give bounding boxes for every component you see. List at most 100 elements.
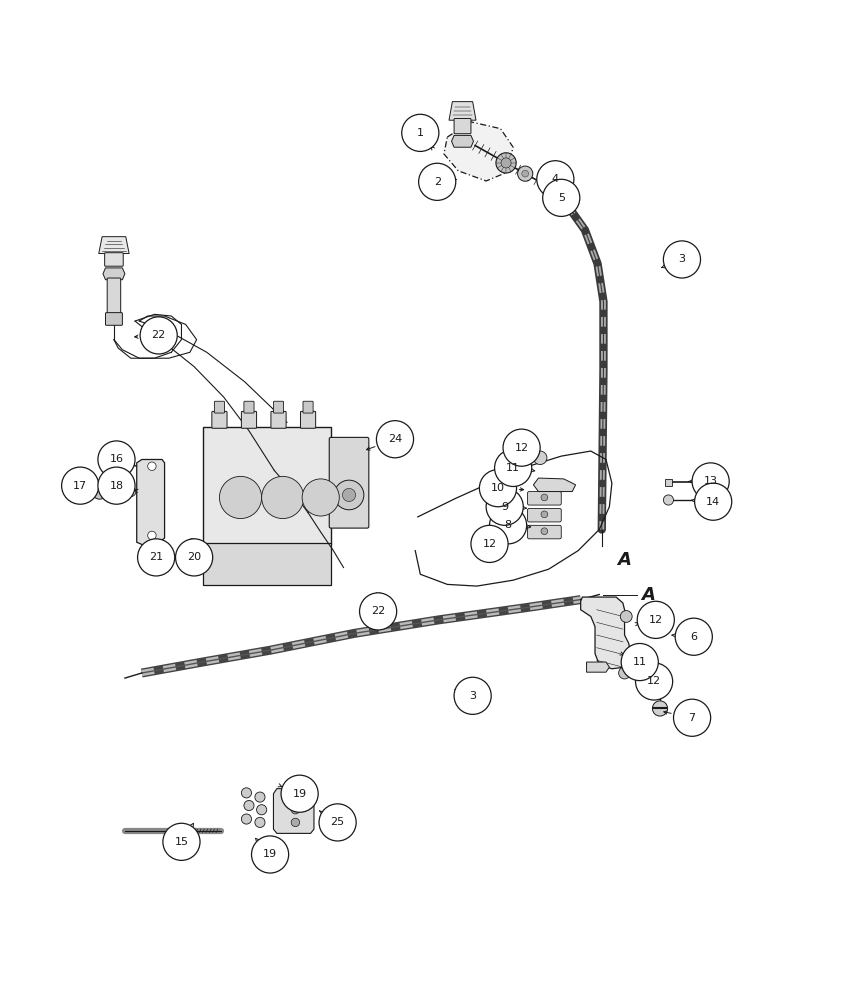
Circle shape	[522, 170, 528, 177]
Text: 12: 12	[483, 539, 496, 549]
Text: 22: 22	[371, 606, 385, 616]
Text: 24: 24	[388, 434, 402, 444]
Circle shape	[154, 543, 159, 548]
Circle shape	[541, 511, 548, 518]
Text: 19: 19	[263, 849, 277, 859]
Text: 7: 7	[689, 713, 695, 723]
Circle shape	[98, 441, 135, 478]
Circle shape	[255, 792, 265, 802]
Text: 11: 11	[633, 657, 647, 667]
Text: 17: 17	[73, 481, 87, 491]
Circle shape	[501, 158, 511, 168]
Circle shape	[619, 667, 630, 679]
Circle shape	[674, 699, 711, 736]
Circle shape	[291, 818, 300, 827]
Circle shape	[541, 494, 548, 501]
Circle shape	[620, 611, 632, 622]
Circle shape	[92, 484, 107, 499]
Text: 2: 2	[434, 177, 441, 187]
Circle shape	[140, 317, 177, 354]
Text: 5: 5	[558, 193, 565, 203]
FancyBboxPatch shape	[273, 401, 284, 413]
Circle shape	[148, 462, 156, 470]
Polygon shape	[103, 268, 125, 280]
Polygon shape	[273, 789, 314, 833]
Circle shape	[129, 490, 133, 493]
Circle shape	[98, 467, 135, 504]
FancyBboxPatch shape	[107, 278, 121, 315]
Circle shape	[148, 531, 156, 540]
Circle shape	[360, 593, 397, 630]
Text: 4: 4	[552, 174, 559, 184]
Circle shape	[343, 488, 355, 502]
Circle shape	[319, 804, 356, 841]
Circle shape	[163, 823, 200, 860]
Text: 1: 1	[417, 128, 424, 138]
Circle shape	[126, 486, 136, 497]
Circle shape	[663, 495, 674, 505]
FancyBboxPatch shape	[241, 411, 257, 428]
FancyBboxPatch shape	[214, 401, 225, 413]
Circle shape	[186, 539, 199, 552]
Circle shape	[219, 476, 262, 519]
Circle shape	[695, 483, 732, 520]
FancyBboxPatch shape	[329, 437, 369, 528]
Text: A: A	[641, 586, 655, 604]
Text: 9: 9	[501, 502, 508, 512]
Text: 11: 11	[506, 463, 520, 473]
Circle shape	[663, 241, 701, 278]
Circle shape	[541, 528, 548, 535]
Circle shape	[176, 539, 213, 576]
Text: 3: 3	[679, 254, 685, 264]
Text: 12: 12	[515, 443, 528, 453]
Polygon shape	[452, 135, 473, 147]
Text: 18: 18	[110, 481, 123, 491]
Circle shape	[252, 836, 289, 873]
Circle shape	[543, 179, 580, 216]
Circle shape	[302, 479, 339, 516]
Circle shape	[637, 601, 674, 638]
Text: 10: 10	[491, 483, 505, 493]
Circle shape	[621, 643, 658, 681]
Text: 13: 13	[704, 476, 717, 486]
Circle shape	[334, 480, 364, 510]
Text: 8: 8	[505, 520, 511, 530]
Circle shape	[241, 814, 252, 824]
Polygon shape	[533, 478, 576, 492]
Text: 3: 3	[469, 691, 476, 701]
FancyBboxPatch shape	[300, 411, 316, 428]
Circle shape	[291, 806, 300, 814]
FancyBboxPatch shape	[106, 313, 122, 325]
Polygon shape	[581, 597, 631, 669]
Circle shape	[138, 539, 175, 576]
FancyBboxPatch shape	[303, 401, 313, 413]
Text: 6: 6	[690, 632, 697, 642]
Circle shape	[652, 701, 668, 716]
Text: 14: 14	[706, 497, 720, 507]
Circle shape	[244, 800, 254, 811]
Circle shape	[291, 793, 300, 801]
Circle shape	[503, 429, 540, 466]
Circle shape	[495, 449, 532, 486]
Circle shape	[692, 463, 729, 500]
FancyBboxPatch shape	[528, 525, 561, 539]
Circle shape	[419, 163, 456, 200]
Circle shape	[62, 467, 99, 504]
Polygon shape	[449, 102, 476, 120]
Circle shape	[402, 114, 439, 151]
Circle shape	[471, 525, 508, 562]
FancyBboxPatch shape	[528, 508, 561, 522]
FancyBboxPatch shape	[105, 253, 123, 266]
Text: 20: 20	[187, 552, 201, 562]
Polygon shape	[137, 459, 165, 549]
FancyBboxPatch shape	[203, 427, 331, 544]
Text: 12: 12	[647, 676, 661, 686]
Circle shape	[257, 805, 267, 815]
Text: 19: 19	[293, 789, 306, 799]
Polygon shape	[587, 662, 609, 672]
Circle shape	[241, 788, 252, 798]
Polygon shape	[99, 237, 129, 254]
FancyBboxPatch shape	[244, 401, 254, 413]
Circle shape	[262, 476, 304, 519]
Circle shape	[675, 618, 712, 655]
